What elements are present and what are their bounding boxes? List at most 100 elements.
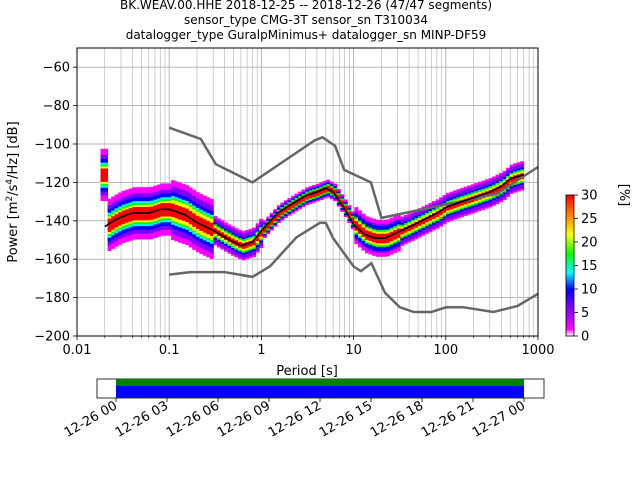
heatmap-cell (178, 217, 182, 220)
heatmap-cell (319, 188, 324, 191)
heatmap-cell (238, 251, 242, 254)
heatmap-cell (111, 196, 115, 199)
heatmap-cell (209, 206, 214, 210)
heatmap-cell (153, 199, 158, 202)
heatmap-cell (167, 191, 172, 194)
heatmap-cell (174, 212, 179, 215)
heatmap-cell (111, 242, 115, 245)
heatmap-cell (481, 199, 486, 203)
heatmap-cell (114, 215, 119, 218)
heatmap-cell (502, 174, 507, 177)
heatmap-cell (160, 221, 165, 225)
heatmap-cell (421, 225, 426, 228)
heatmap-cell (421, 216, 426, 219)
heatmap-cell (417, 231, 422, 234)
heatmap-cell (379, 229, 383, 232)
heatmap-cell (209, 233, 214, 236)
heatmap-cell (393, 239, 398, 242)
heatmap-cell (255, 223, 260, 226)
heatmap-cell (287, 205, 292, 208)
heatmap-cell (167, 212, 172, 215)
heatmap-cell (467, 202, 472, 206)
heatmap-cell (199, 247, 204, 251)
heatmap-cell (220, 228, 225, 231)
heatmap-cell (107, 216, 112, 219)
heatmap-cell (213, 218, 218, 221)
heatmap-cell (107, 227, 112, 230)
heatmap-cell (118, 217, 123, 220)
heatmap-cell (121, 208, 126, 211)
ppsd-plot-area: 0.01 0.1 1 10 100 1000 −200−180−160−140−120−1… (34, 47, 555, 358)
heatmap-cell (520, 163, 525, 166)
heatmap-cell (269, 214, 274, 218)
heatmap-cell (301, 201, 306, 204)
heatmap-cell (132, 208, 137, 211)
x-tick-label: 10 (345, 343, 362, 358)
heatmap-cell (209, 229, 214, 233)
heatmap-cell (213, 223, 218, 227)
heatmap-cell (382, 233, 387, 236)
heatmap-cell (192, 232, 197, 235)
heatmap-cell (104, 168, 108, 171)
heatmap-cell (146, 216, 151, 219)
heatmap-cell (245, 249, 249, 252)
heatmap-cell (192, 216, 197, 220)
heatmap-cell (386, 250, 391, 253)
heatmap-cell (403, 222, 408, 226)
heatmap-cell (255, 231, 260, 234)
heatmap-cell (199, 194, 204, 197)
heatmap-cell (181, 189, 186, 193)
heatmap-cell (231, 245, 235, 248)
heatmap-cell (181, 220, 186, 223)
heatmap-cell (174, 196, 179, 200)
heatmap-cell (403, 215, 408, 218)
heatmap-cell (185, 204, 190, 207)
heatmap-cell (104, 175, 108, 179)
heatmap-cell (227, 241, 232, 245)
heatmap-cell (428, 202, 433, 206)
heatmap-cell (259, 220, 264, 224)
heatmap-cell (361, 238, 366, 241)
heatmap-cell (121, 225, 126, 228)
heatmap-cell (449, 205, 454, 208)
time-tick-label: 12-27 00 (470, 398, 528, 440)
heatmap-cell (135, 231, 140, 234)
heatmap-cell (209, 254, 214, 258)
heatmap-cell (149, 204, 154, 207)
heatmap-cell (347, 207, 352, 210)
heatmap-cell (178, 203, 182, 207)
heatmap-cell (238, 241, 242, 244)
heatmap-cell (488, 185, 493, 189)
x-tick-label: 1000 (521, 343, 554, 358)
heatmap-cell (386, 253, 391, 257)
heatmap-cell (467, 195, 472, 198)
heatmap-cell (164, 219, 168, 223)
heatmap-cell (421, 233, 426, 236)
heatmap-cell (107, 248, 112, 252)
heatmap-cell (262, 235, 267, 239)
heatmap-cell (199, 211, 204, 214)
heatmap-cell (185, 189, 190, 192)
heatmap-cell (171, 201, 175, 204)
heatmap-cell (125, 210, 130, 214)
heatmap-cell (276, 207, 281, 210)
heatmap-cell (255, 229, 260, 232)
y-tick-label: −180 (34, 291, 70, 306)
heatmap-cell (291, 207, 295, 210)
heatmap-cell (262, 233, 267, 237)
heatmap-cell (104, 191, 108, 194)
heatmap-cell (506, 177, 510, 180)
heatmap-cell (220, 224, 225, 227)
heatmap-cell (396, 214, 401, 217)
heatmap-cell (209, 250, 214, 254)
heatmap-cell (185, 231, 190, 234)
heatmap-cell (192, 243, 197, 246)
heatmap-cell (372, 226, 376, 229)
heatmap-cell (188, 195, 193, 198)
heatmap-cell (393, 243, 398, 246)
heatmap-cell (188, 241, 193, 244)
heatmap-cell (396, 218, 401, 221)
heatmap-cell (188, 225, 193, 229)
heatmap-cell (375, 223, 380, 227)
heatmap-cell (185, 212, 190, 215)
